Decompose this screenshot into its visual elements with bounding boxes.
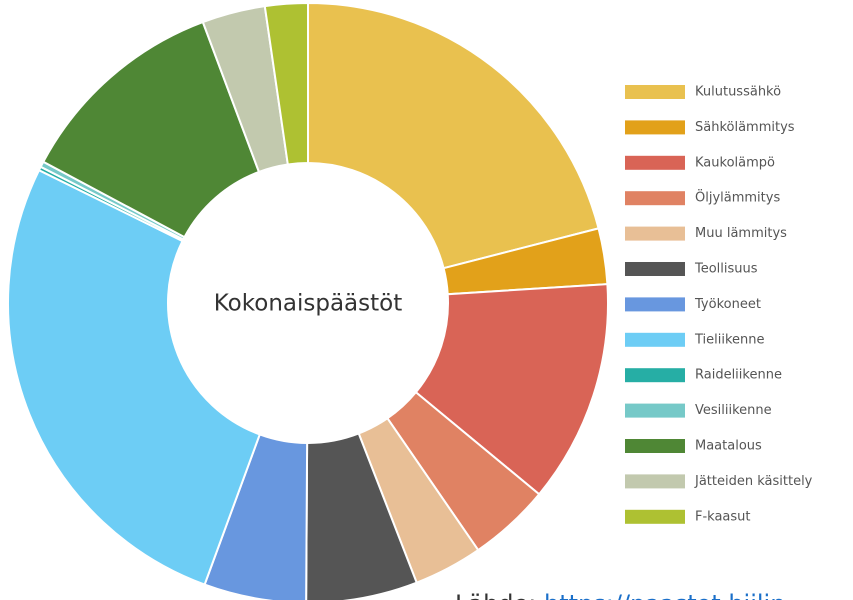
legend-label: Tieliikenne: [694, 332, 765, 347]
donut-segment: [307, 1, 600, 270]
donut-segment: [263, 1, 309, 166]
legend-label: Vesiliikenne: [695, 403, 772, 418]
donut-segment: [414, 283, 609, 496]
legend-swatch: [625, 191, 685, 206]
legend-swatch: [625, 368, 685, 383]
legend-label: Sähkölämmitys: [695, 120, 795, 135]
source-label: Lähde:: [455, 590, 536, 600]
center-label: Kokonaispäästöt: [214, 291, 403, 317]
donut-segment: [41, 20, 261, 239]
source-link[interactable]: https://paastot.hiilin: [544, 590, 785, 600]
donut-segment: [305, 432, 418, 600]
legend-swatch: [625, 509, 685, 524]
legend-swatch: [625, 332, 685, 347]
legend-swatch: [625, 262, 685, 276]
donut-segment: [7, 168, 262, 586]
legend-label: Jätteiden käsittely: [694, 474, 813, 489]
legend-swatch: [625, 474, 685, 489]
legend-swatch: [625, 439, 685, 453]
legend-swatch: [625, 85, 685, 99]
legend-swatch: [625, 155, 685, 170]
legend-swatch: [625, 120, 685, 135]
legend-label: Teollisuus: [694, 262, 758, 277]
legend-label: Maatalous: [695, 439, 762, 454]
legend-swatch: [625, 403, 685, 418]
legend-label: Työkoneet: [694, 297, 761, 312]
legend-label: Muu lämmitys: [695, 226, 787, 241]
legend-label: Öljylämmitys: [695, 189, 780, 206]
legend-label: Kaukolämpö: [695, 155, 775, 170]
legend-label: Raideliikenne: [695, 368, 782, 383]
legend-swatch: [625, 226, 685, 241]
legend-label: Kulutussähkö: [695, 85, 781, 100]
legend-swatch: [625, 297, 685, 312]
legend-label: F-kaasut: [695, 509, 751, 524]
source: Lähde: https://paastot.hiilin: [455, 590, 785, 600]
